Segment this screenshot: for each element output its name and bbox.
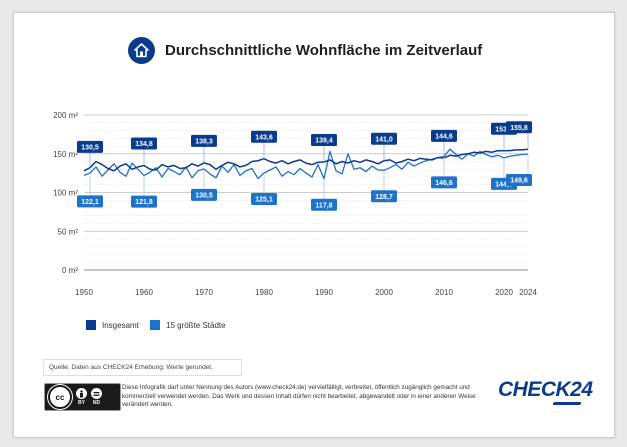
data-label-total-value: 143,6 bbox=[255, 134, 273, 141]
y-tick-label: 0 m² bbox=[62, 266, 78, 275]
data-label-cities-value: 130,5 bbox=[195, 192, 213, 199]
x-tick-label: 2024 bbox=[519, 288, 537, 297]
legend-item-total: Insgesamt bbox=[86, 320, 139, 330]
data-label-cities-value: 121,8 bbox=[135, 199, 153, 206]
series-line-cities bbox=[83, 148, 529, 180]
x-tick-label: 2020 bbox=[495, 288, 513, 297]
data-label-total-box bbox=[191, 134, 217, 147]
data-label-cities-box bbox=[131, 195, 157, 208]
data-label-total-box bbox=[131, 137, 157, 150]
logo-swoosh bbox=[552, 402, 582, 405]
data-label-total-box bbox=[77, 140, 103, 153]
legend-swatch-cities bbox=[150, 320, 160, 330]
data-label-total-box bbox=[431, 129, 457, 142]
chart-title: Durchschnittliche Wohnfläche im Zeitverl… bbox=[165, 41, 483, 59]
check24-logo[interactable]: CHECK24 bbox=[498, 378, 593, 401]
data-label-total-value: 153,9 bbox=[495, 126, 513, 133]
creative-commons-icon: cc BY ND bbox=[44, 383, 121, 411]
legend-swatch-total bbox=[86, 320, 96, 330]
data-label-cities-value: 144,6 bbox=[495, 182, 513, 189]
x-tick-label: 1980 bbox=[255, 288, 273, 297]
legend-item-cities: 15 größte Städte bbox=[150, 320, 226, 330]
license-text: Diese Infografik darf unter Nennung des … bbox=[122, 384, 476, 409]
data-label-cities-box bbox=[77, 195, 103, 208]
legend-label-total: Insgesamt bbox=[102, 320, 139, 330]
data-label-total-value: 134,8 bbox=[135, 141, 153, 148]
cc-by-label: BY bbox=[78, 400, 85, 406]
data-label-cities-box bbox=[251, 193, 277, 206]
x-tick-label: 2010 bbox=[435, 288, 453, 297]
cc-by-icon: BY bbox=[76, 388, 87, 406]
source-note: Quelle: Daten aus CHECK24 Erhebung; Wert… bbox=[43, 359, 242, 376]
y-tick-label: 100 m² bbox=[53, 189, 78, 198]
x-tick-label: 1990 bbox=[315, 288, 333, 297]
data-label-total-value: 141,0 bbox=[375, 136, 393, 143]
data-label-cities-value: 122,1 bbox=[81, 199, 99, 206]
y-tick-label: 150 m² bbox=[53, 150, 78, 159]
data-label-total-box bbox=[506, 121, 532, 134]
cc-nd-icon: ND bbox=[91, 388, 102, 406]
data-label-cities-value: 149,6 bbox=[510, 178, 528, 185]
x-tick-label: 1970 bbox=[195, 288, 213, 297]
data-label-total-box bbox=[251, 130, 277, 143]
cc-nd-label: ND bbox=[92, 400, 101, 406]
series-line-total bbox=[83, 148, 529, 172]
y-tick-label: 50 m² bbox=[58, 227, 79, 236]
data-label-cities-value: 128,7 bbox=[375, 194, 393, 201]
data-label-cities-box bbox=[506, 174, 532, 187]
data-label-cities-box bbox=[191, 188, 217, 201]
x-tick-label: 1960 bbox=[135, 288, 153, 297]
data-label-cities-box bbox=[371, 190, 397, 203]
data-label-total-value: 138,3 bbox=[195, 138, 213, 145]
data-label-total-value: 130,5 bbox=[81, 144, 99, 151]
title-row: Durchschnittliche Wohnfläche im Zeitverl… bbox=[128, 36, 482, 64]
data-label-total-box bbox=[311, 133, 337, 146]
legend-label-cities: 15 größte Städte bbox=[166, 320, 226, 330]
data-label-cities-value: 146,6 bbox=[435, 180, 453, 187]
data-label-total-value: 139,4 bbox=[315, 138, 333, 145]
data-label-cities-box bbox=[431, 176, 457, 189]
x-tick-label: 2000 bbox=[375, 288, 393, 297]
data-label-cities-value: 125,1 bbox=[255, 197, 273, 204]
cc-main-icon: cc bbox=[48, 385, 72, 409]
data-label-total-value: 144,6 bbox=[435, 134, 453, 141]
data-label-total-box bbox=[371, 132, 397, 145]
data-label-cities-box bbox=[311, 198, 337, 211]
house-icon bbox=[128, 36, 155, 64]
data-label-total-value: 155,8 bbox=[510, 125, 528, 132]
x-tick-label: 1950 bbox=[75, 288, 93, 297]
data-label-cities-value: 117,8 bbox=[315, 202, 332, 209]
y-tick-label: 200 m² bbox=[53, 111, 78, 120]
